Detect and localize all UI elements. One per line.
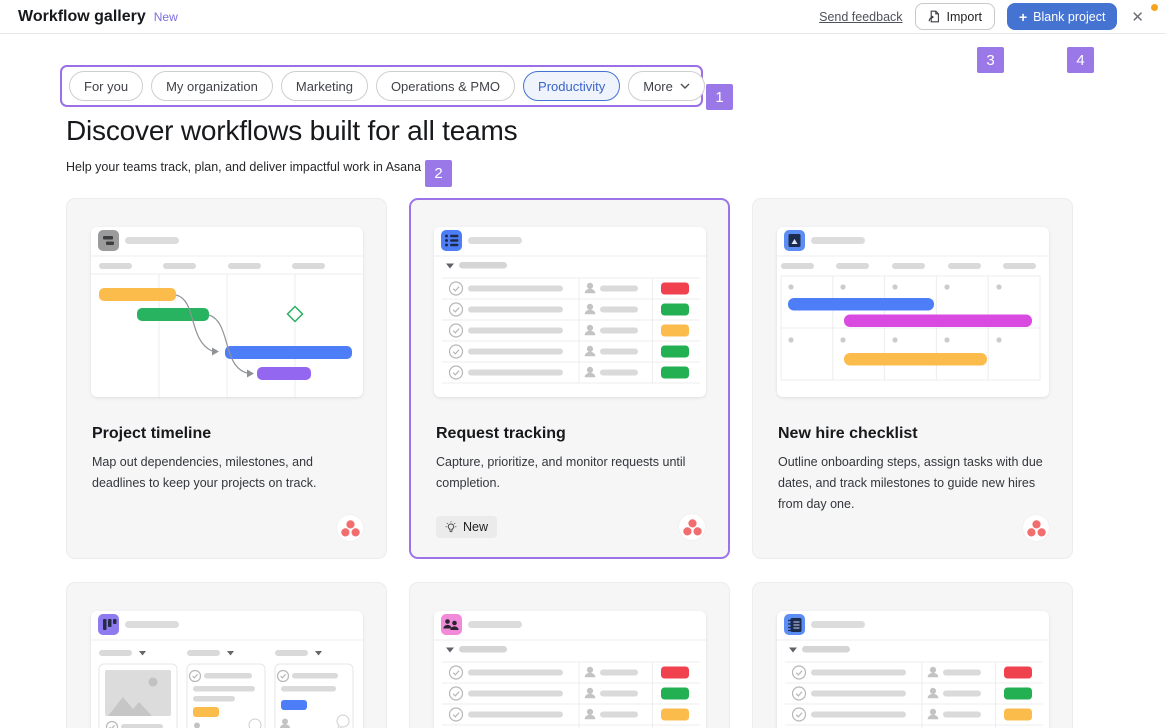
milestone-diamond (285, 305, 304, 323)
card-footer: New (436, 514, 705, 540)
annotation-badge-4: 4 (1067, 47, 1094, 73)
card-footer (92, 515, 363, 541)
gantt-bar-yellow (98, 288, 176, 301)
card-description: Capture, prioritize, and monitor request… (436, 455, 686, 490)
card-description: Outline onboarding steps, assign tasks w… (778, 455, 1043, 511)
send-feedback-link[interactable]: Send feedback (819, 9, 903, 24)
card-request-tracking[interactable]: Request tracking Capture, prioritize, an… (409, 198, 730, 559)
page-header: Workflow gallery New (18, 8, 178, 26)
task-list-illustration (776, 611, 1049, 728)
tab-productivity[interactable]: Productivity (523, 71, 621, 101)
kanban-illustration (90, 611, 363, 728)
calendar-illustration (776, 227, 1049, 397)
annotation-badge-3: 3 (977, 47, 1004, 73)
card-title: New hire checklist (778, 425, 918, 442)
page-title: Workflow gallery (18, 7, 146, 25)
dependency-arrows (175, 294, 247, 374)
people-icon (440, 614, 462, 635)
import-button[interactable]: Import (914, 3, 995, 30)
gantt-bar-purple (256, 367, 311, 380)
top-bar: Workflow gallery New Send feedback Impor… (0, 0, 1166, 34)
gantt-bar-blue (224, 346, 352, 359)
asana-logo (1023, 515, 1049, 541)
plus-icon: + (1018, 8, 1028, 25)
card-kanban[interactable] (66, 582, 387, 728)
task-list-illustration (433, 611, 706, 728)
card-footer (778, 515, 1049, 541)
new-badge-label: New (463, 520, 489, 534)
tab-more[interactable]: More (628, 71, 705, 101)
status-pills (660, 282, 689, 379)
card-notebook-list[interactable] (752, 582, 1073, 728)
gantt-illustration (90, 227, 363, 397)
annotation-badge-1: 1 (706, 84, 733, 110)
asana-logo (679, 514, 705, 540)
new-badge: New (436, 516, 498, 538)
calendar-bar-blue (787, 298, 934, 311)
chevron-down-icon (680, 83, 690, 89)
page-title-new-badge: New (153, 9, 178, 24)
gantt-bar-green (136, 308, 209, 321)
blank-project-button[interactable]: + Blank project (1006, 3, 1118, 30)
card-title: Request tracking (436, 425, 566, 442)
status-pills (1003, 666, 1032, 721)
card-project-timeline[interactable]: Project timeline Map out dependencies, m… (66, 198, 387, 559)
card-title: Project timeline (92, 425, 212, 442)
status-pill-blue (280, 700, 307, 710)
status-pill-yellow (192, 707, 219, 717)
calendar-bar-magenta (843, 314, 1032, 327)
tab-marketing[interactable]: Marketing (280, 71, 368, 101)
blank-project-button-label: Blank project (1033, 9, 1106, 24)
card-new-hire-checklist[interactable]: New hire checklist Outline onboarding st… (752, 198, 1073, 559)
tab-for-you[interactable]: For you (69, 71, 144, 101)
annotation-badge-2: 2 (425, 160, 452, 187)
task-list-illustration (433, 227, 706, 397)
lightbulb-icon (445, 520, 457, 532)
import-icon (928, 10, 939, 23)
close-icon[interactable]: ✕ (1131, 8, 1144, 26)
status-pills (660, 666, 689, 721)
header-actions: Send feedback Import + Blank project ✕ (819, 3, 1144, 30)
timeline-icon (97, 230, 119, 251)
hero-heading: Discover workflows built for all teams (66, 115, 518, 146)
tab-more-label: More (643, 78, 673, 94)
calendar-bar-yellow (843, 353, 987, 366)
notification-dot (1151, 4, 1158, 11)
card-description: Map out dependencies, milestones, and de… (92, 455, 317, 490)
hero-subheading: Help your teams track, plan, and deliver… (66, 160, 422, 174)
tab-my-organization[interactable]: My organization (151, 71, 273, 101)
tab-operations-pmo[interactable]: Operations & PMO (375, 71, 516, 101)
card-team-list[interactable] (409, 582, 730, 728)
category-filter-bar: For you My organization Marketing Operat… (60, 65, 705, 107)
import-button-label: Import (946, 9, 982, 24)
asana-logo (337, 515, 363, 541)
workflow-card-grid: Project timeline Map out dependencies, m… (66, 198, 1073, 728)
